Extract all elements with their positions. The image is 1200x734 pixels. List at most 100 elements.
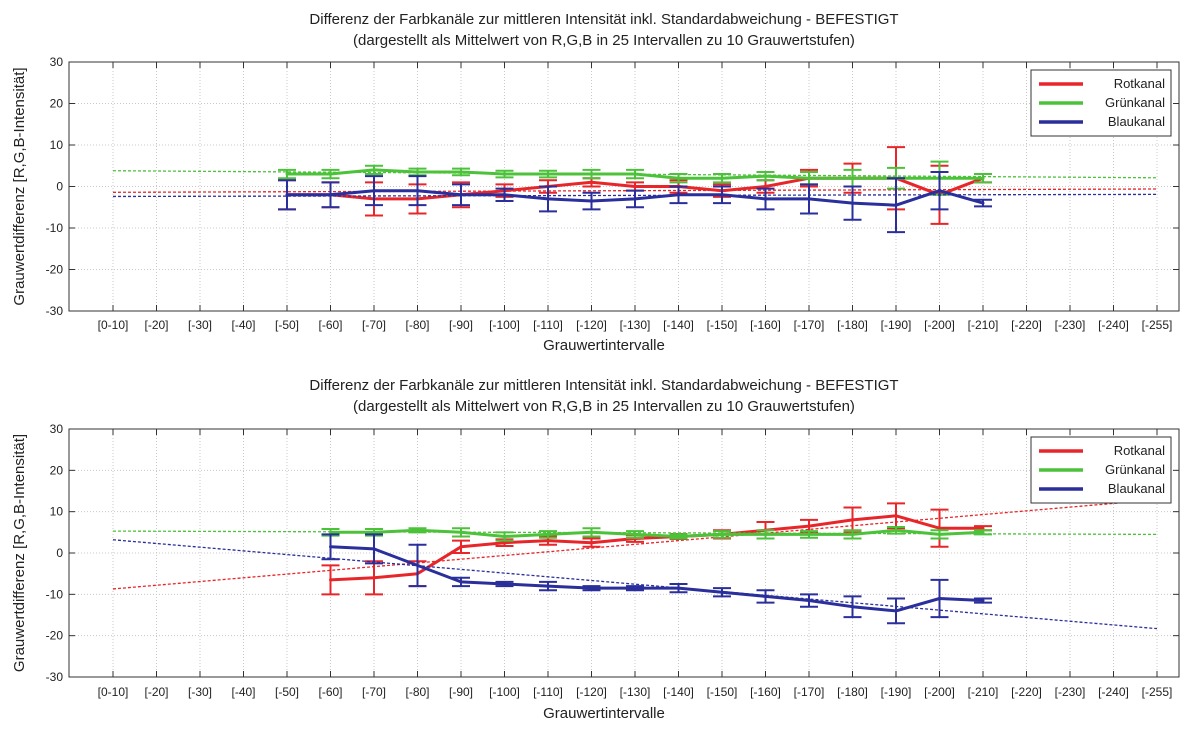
data-point (503, 534, 506, 538)
x-tick-label: [-240] (1098, 318, 1129, 332)
x-tick-label: [-20] (144, 685, 168, 699)
y-tick-label: 30 (50, 55, 64, 69)
y-axis-label: Grauwertdifferenz [R,G,B-Intensität] (11, 67, 28, 305)
data-point (633, 197, 637, 201)
series-Grünkanal (112, 525, 1158, 542)
x-tick-label: [-20] (144, 318, 168, 332)
y-tick-label: -20 (46, 263, 64, 277)
x-tick-label: [-170] (794, 685, 825, 699)
x-tick-label: [-40] (231, 318, 255, 332)
legend-label: Rotkanal (1114, 443, 1165, 458)
data-point (938, 532, 941, 536)
data-point (329, 172, 332, 176)
data-point (677, 586, 680, 590)
x-tick-label: [-80] (405, 685, 429, 699)
data-point (720, 590, 724, 594)
y-axis-label: Grauwertdifferenz [R,G,B-Intensität] (11, 434, 28, 672)
x-tick-label: [-200] (924, 318, 955, 332)
data-point (981, 530, 985, 534)
legend-label: Grünkanal (1105, 95, 1165, 110)
data-point (329, 193, 332, 197)
legend: Rotkanal Grünkanal Blaukanal (1030, 69, 1172, 137)
x-tick-label: [-220] (1011, 318, 1042, 332)
x-tick-label: [-120] (576, 685, 607, 699)
data-point (720, 176, 724, 180)
x-tick-label: [-150] (707, 685, 738, 699)
data-point (329, 578, 332, 582)
y-tick-label: 10 (50, 138, 64, 152)
data-point (938, 189, 941, 193)
x-tick-label: [-140] (663, 318, 694, 332)
y-tick-label: 10 (50, 505, 64, 519)
data-point (633, 586, 637, 590)
x-tick-label: [-200] (924, 685, 955, 699)
data-point (720, 193, 724, 197)
x-tick-label: [-160] (750, 318, 781, 332)
y-tick-label: 30 (50, 422, 64, 436)
data-point (981, 201, 985, 205)
data-point (851, 532, 854, 536)
data-point (633, 172, 637, 176)
x-tick-label: [0-10] (98, 318, 129, 332)
data-point (459, 530, 463, 534)
x-tick-label: [-30] (188, 685, 212, 699)
chart-2: Differenz der Farbkanäle zur mittleren I… (11, 377, 1180, 722)
data-point (851, 518, 854, 522)
x-tick-label: [-130] (620, 685, 651, 699)
data-point (677, 176, 680, 180)
data-point (590, 180, 593, 184)
data-point (807, 524, 811, 528)
data-point (459, 193, 463, 197)
x-tick-label: [-190] (881, 685, 912, 699)
x-tick-label: [-90] (449, 318, 473, 332)
data-point (764, 174, 767, 178)
data-point (372, 530, 376, 534)
data-point (851, 201, 854, 205)
x-tick-label: [-90] (449, 685, 473, 699)
y-tick-label: -30 (46, 670, 64, 684)
y-tick-label: 20 (50, 97, 64, 111)
legend-label: Blaukanal (1108, 481, 1165, 496)
chart-1: Differenz der Farbkanäle zur mittleren I… (11, 11, 1180, 354)
x-tick-label: [-230] (1055, 318, 1086, 332)
legend-label: Rotkanal (1114, 76, 1165, 91)
data-point (459, 580, 463, 584)
data-point (546, 539, 550, 543)
data-point (590, 586, 593, 590)
data-point (546, 197, 550, 201)
data-point (633, 185, 637, 188)
data-point (720, 532, 724, 536)
x-tick-label: [-80] (405, 318, 429, 332)
x-tick-label: [-30] (188, 318, 212, 332)
x-tick-label: [-100] (489, 685, 520, 699)
data-point (938, 526, 941, 530)
data-point (851, 605, 854, 609)
y-tick-label: 0 (56, 546, 63, 560)
data-point (546, 172, 550, 176)
data-point (285, 172, 289, 176)
legend: Rotkanal Grünkanal Blaukanal (1030, 436, 1172, 504)
data-point (764, 185, 767, 188)
data-point (981, 599, 985, 603)
data-point (807, 532, 811, 536)
x-tick-label: [-100] (489, 318, 520, 332)
data-point (416, 189, 419, 193)
chart-subtitle: (dargestellt als Mittelwert von R,G,B in… (353, 398, 855, 415)
data-point (677, 534, 680, 538)
y-tick-label: -10 (46, 221, 64, 235)
x-tick-label: [-120] (576, 318, 607, 332)
x-tick-label: [-255] (1142, 685, 1173, 699)
data-point (764, 532, 767, 536)
x-tick-label: [-240] (1098, 685, 1129, 699)
data-point (416, 563, 419, 567)
legend-label: Grünkanal (1105, 462, 1165, 477)
x-tick-label: [-110] (533, 685, 563, 699)
x-tick-label: [-50] (275, 318, 299, 332)
data-point (590, 530, 593, 534)
data-point (459, 170, 463, 174)
data-point (372, 547, 376, 551)
y-tick-label: -30 (46, 304, 64, 318)
x-tick-label: [-255] (1142, 318, 1173, 332)
